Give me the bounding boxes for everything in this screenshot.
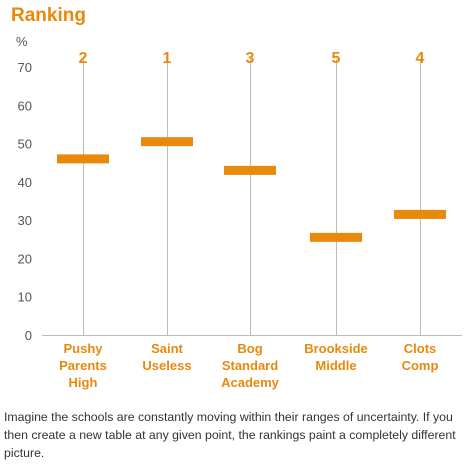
value-mark [141,137,193,147]
value-mark [224,165,276,175]
y-tick-label: 10 [18,290,32,305]
value-mark [57,154,109,164]
y-tick-label: 70 [18,60,32,75]
category-label-line: Useless [142,358,191,373]
category-label: Bog Standard Academy [221,341,280,390]
category-label: Clots Comp [402,341,439,373]
category-label-line: Pushy [63,341,103,356]
y-tick-label: 20 [18,251,32,266]
category-label-line: Clots [404,341,437,356]
rank-label: 3 [246,50,255,67]
category-label-line: Parents [59,358,107,373]
category-label: Saint Useless [142,341,191,373]
category-label: Brookside Middle [304,341,368,373]
category-label-line: Bog [237,341,262,356]
rank-label: 2 [79,50,88,67]
y-tick-label: 30 [18,213,32,228]
category-label: Pushy Parents High [59,341,107,390]
category-label-line: High [69,375,98,390]
category-label-line: Standard [222,358,278,373]
rank-label: 5 [332,50,341,67]
chart-title: Ranking [11,5,86,26]
category-label-line: Brookside [304,341,368,356]
y-tick-label: 0 [25,328,32,343]
rank-label: 4 [416,50,425,67]
y-tick-label: 40 [18,175,32,190]
ranking-chart: % 0 10 20 30 40 50 60 70 2 Pushy Parents High 1 Saint U… [16,34,462,390]
category-label-line: Middle [315,358,356,373]
y-tick-label: 50 [18,137,32,152]
value-mark [394,209,446,219]
y-axis-unit-label: % [16,34,28,49]
rank-label: 1 [163,50,172,67]
category-label-line: Saint [151,341,183,356]
chart-caption: Imagine the schools are constantly movin… [4,410,456,460]
category-label-line: Comp [402,358,439,373]
category-label-line: Academy [221,375,280,390]
value-mark [310,232,362,242]
y-tick-label: 60 [18,98,32,113]
